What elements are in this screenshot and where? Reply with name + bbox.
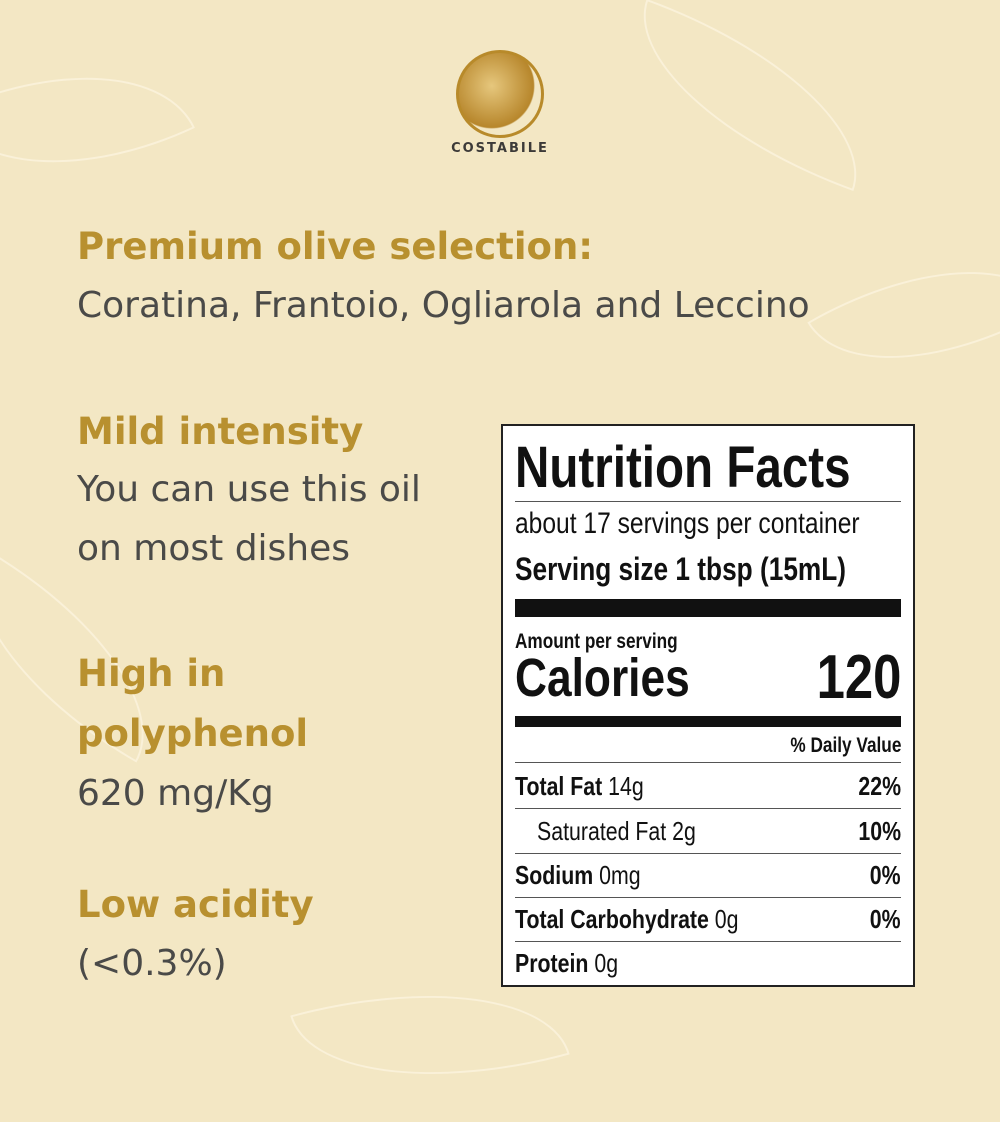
nutrition-title: Nutrition Facts [515,435,851,500]
nutrient-row: Total Fat 14g 22% [515,764,901,808]
leaf-decoration [0,19,196,221]
feature-heading: Mild intensity [77,410,364,453]
nutrient-label: Protein [515,947,589,978]
nutrient-row: Saturated Fat 2g 10% [515,809,901,853]
feature-text: on most dishes [77,528,351,569]
nutrient-row: Total Carbohydrate 0g 0% [515,897,901,941]
calories-label: Calories [515,648,690,708]
amount-per-serving: Amount per serving [515,630,678,653]
nutrient-label: Total Carbohydrate [515,903,709,934]
nutrient-dv: 10% [858,815,901,846]
costabile-logo [456,50,544,138]
nutrient-row: Sodium 0mg 0% [515,853,901,897]
feature-text: 620 mg/Kg [77,773,274,814]
feature-heading: polyphenol [77,712,309,755]
nutrient-label: Saturated Fat 2g [537,815,696,846]
feature-text: (<0.3%) [77,943,227,984]
feature-text: Coratina, Frantoio, Ogliarola and Leccin… [77,285,810,326]
nutrient-row: Protein 0g [515,941,901,985]
brand-name: COSTABILE [451,141,549,156]
nutrient-dv: 22% [858,770,901,801]
nutrient-dv: 0% [870,903,901,934]
nutrient-label: Sodium [515,859,594,890]
servings-per-container: about 17 servings per container [515,507,860,540]
nutrient-dv: 0% [870,859,901,890]
nutrient-amount: 14g [608,770,644,801]
feature-heading: High in [77,652,226,695]
divider-bar [515,599,901,617]
nutrient-amount: 0g [594,947,619,978]
leaf-decoration [609,0,891,192]
divider-bar [515,716,901,727]
nutrient-label: Total Fat [515,770,603,801]
daily-value-header: % Daily Value [789,734,901,757]
feature-heading: Low acidity [77,883,314,926]
leaf-decoration [807,212,1000,418]
nutrient-amount: 0mg [599,859,641,890]
serving-size: Serving size 1 tbsp (15mL) [515,551,847,587]
feature-text: You can use this oil [77,469,421,510]
calories-value: 120 [816,643,901,712]
nutrition-facts-label: Nutrition Facts about 17 servings per co… [501,424,915,987]
feature-heading: Premium olive selection: [77,225,594,268]
nutrient-amount: 0g [714,903,739,934]
